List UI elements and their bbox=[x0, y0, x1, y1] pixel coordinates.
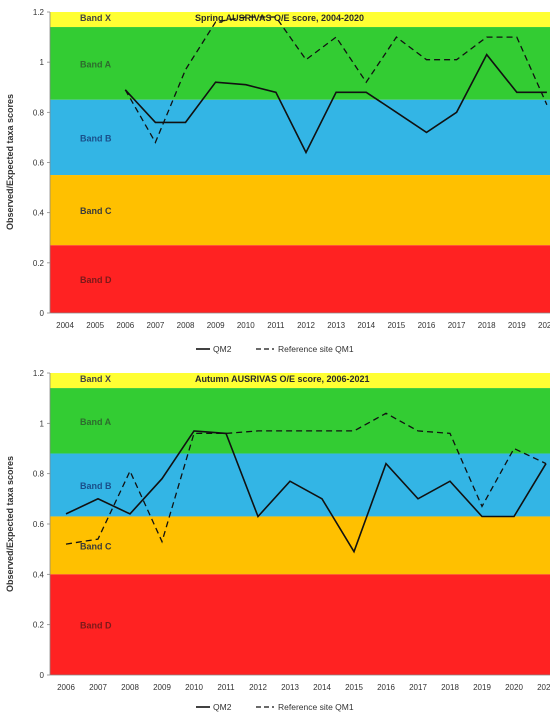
chart-title: Spring AUSRIVAS O/E score, 2004-2020 bbox=[195, 13, 364, 23]
x-tick-label: 2011 bbox=[267, 321, 285, 330]
band-band-a bbox=[50, 388, 550, 454]
band-band-x bbox=[50, 12, 550, 28]
band-band-d bbox=[50, 245, 550, 313]
band-label: Band C bbox=[80, 541, 112, 551]
legend: QM2 Reference site QM1 bbox=[196, 702, 354, 712]
x-tick-label: 2013 bbox=[281, 683, 299, 692]
legend-label: Reference site QM1 bbox=[278, 702, 354, 712]
band-band-x bbox=[50, 373, 550, 389]
band-label: Band X bbox=[80, 374, 111, 384]
x-tick-label: 2004 bbox=[56, 321, 74, 330]
x-tick-label: 2009 bbox=[207, 321, 225, 330]
x-tick-label: 2017 bbox=[448, 321, 466, 330]
band-band-c bbox=[50, 175, 550, 246]
y-tick-label: 0.4 bbox=[33, 209, 45, 218]
x-tick-label: 2016 bbox=[377, 683, 395, 692]
y-tick-label: 1 bbox=[40, 58, 45, 67]
x-tick-label: 2014 bbox=[357, 321, 375, 330]
x-tick-label: 2020 bbox=[538, 321, 550, 330]
legend: QM2 Reference site QM1 bbox=[196, 344, 354, 354]
x-tick-label: 2011 bbox=[217, 683, 235, 692]
legend-label: Reference site QM1 bbox=[278, 344, 354, 354]
y-tick-label: 0.6 bbox=[33, 520, 45, 529]
y-tick-label: 0.2 bbox=[33, 259, 45, 268]
y-tick-label: 0.6 bbox=[33, 159, 45, 168]
series-line-reference-site-qm1 bbox=[65, 412, 547, 545]
x-tick-label: 2012 bbox=[297, 321, 315, 330]
x-tick-label: 2010 bbox=[237, 321, 255, 330]
band-band-b bbox=[50, 453, 550, 517]
x-tick-label: 2019 bbox=[508, 321, 526, 330]
legend-label: QM2 bbox=[213, 702, 232, 712]
band-label: Band B bbox=[80, 481, 112, 491]
series-line-qm2 bbox=[65, 430, 547, 554]
band-band-d bbox=[50, 574, 550, 675]
x-tick-label: 2005 bbox=[86, 321, 104, 330]
band-label: Band A bbox=[80, 59, 112, 69]
x-tick-label: 2006 bbox=[57, 683, 75, 692]
y-tick-label: 0.2 bbox=[33, 621, 45, 630]
band-band-b bbox=[50, 99, 550, 176]
y-tick-label: 1 bbox=[40, 419, 45, 428]
chart-panel-1: Band X Band A Band B Band C Band D Spring AUS… bbox=[5, 8, 550, 354]
x-tick-label: 2008 bbox=[121, 683, 139, 692]
x-tick-label: 2020 bbox=[505, 683, 523, 692]
y-tick-label: 0.8 bbox=[33, 470, 45, 479]
y-axis-label: Observed/Expected taxa scores bbox=[5, 456, 15, 592]
y-tick-label: 0.8 bbox=[33, 108, 45, 117]
series-line-qm2 bbox=[124, 53, 547, 155]
x-tick-label: 2019 bbox=[473, 683, 491, 692]
x-tick-label: 2007 bbox=[147, 321, 165, 330]
chart-title: Autumn AUSRIVAS O/E score, 2006-2021 bbox=[195, 374, 370, 384]
x-tick-label: 2015 bbox=[345, 683, 363, 692]
x-tick-label: 2016 bbox=[418, 321, 436, 330]
y-tick-label: 1.2 bbox=[33, 8, 45, 17]
y-tick-label: 1.2 bbox=[33, 369, 45, 378]
x-tick-label: 2010 bbox=[185, 683, 203, 692]
x-tick-label: 2015 bbox=[387, 321, 405, 330]
band-label: Band D bbox=[80, 275, 112, 285]
x-tick-label: 2017 bbox=[409, 683, 427, 692]
y-axis-label: Observed/Expected taxa scores bbox=[5, 94, 15, 230]
y-tick-label: 0 bbox=[40, 309, 45, 318]
band-label: Band B bbox=[80, 133, 112, 143]
x-tick-label: 2008 bbox=[177, 321, 195, 330]
x-tick-label: 2006 bbox=[116, 321, 134, 330]
band-band-c bbox=[50, 516, 550, 575]
y-tick-label: 0.4 bbox=[33, 570, 45, 579]
x-tick-label: 2009 bbox=[153, 683, 171, 692]
x-tick-label: 2007 bbox=[89, 683, 107, 692]
band-label: Band D bbox=[80, 621, 112, 631]
chart-panel-2: Band X Band A Band B Band C Band D Autumn AUS… bbox=[5, 369, 550, 712]
x-tick-label: 2014 bbox=[313, 683, 331, 692]
x-tick-label: 2018 bbox=[478, 321, 496, 330]
band-label: Band C bbox=[80, 206, 112, 216]
band-band-a bbox=[50, 27, 550, 100]
band-label: Band X bbox=[80, 13, 111, 23]
x-tick-label: 2012 bbox=[249, 683, 267, 692]
x-tick-label: 2013 bbox=[327, 321, 345, 330]
band-label: Band A bbox=[80, 417, 112, 427]
y-tick-label: 0 bbox=[40, 671, 45, 680]
x-tick-label: 2021 bbox=[537, 683, 550, 692]
legend-label: QM2 bbox=[213, 344, 232, 354]
x-tick-label: 2018 bbox=[441, 683, 459, 692]
